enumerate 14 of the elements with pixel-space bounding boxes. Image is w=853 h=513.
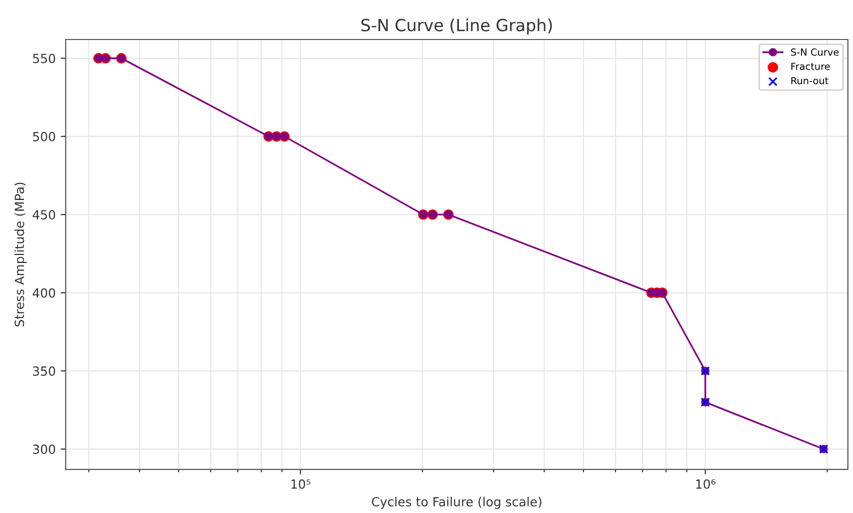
- x-axis-title: Cycles to Failure (log scale): [372, 496, 542, 509]
- y-tick-label: 400: [32, 288, 56, 298]
- y-tick-label: 500: [33, 132, 56, 142]
- y-tick-label: 350: [33, 366, 56, 376]
- chart-title: S-N Curve (Line Graph): [361, 18, 552, 35]
- legend-label: S-N Curve: [791, 48, 839, 56]
- y-axis-title: Stress Amplitude (MPa): [14, 182, 27, 326]
- y-tick-label: 300: [33, 444, 56, 454]
- legend-label: Run-out: [791, 77, 828, 84]
- y-tick-label: 550: [33, 54, 56, 64]
- y-tick-label: 450: [32, 210, 56, 220]
- x-tick-label: 10⁶: [696, 479, 716, 489]
- legend-label: Fracture: [791, 62, 830, 70]
- x-tick-label: 10⁵: [291, 479, 310, 489]
